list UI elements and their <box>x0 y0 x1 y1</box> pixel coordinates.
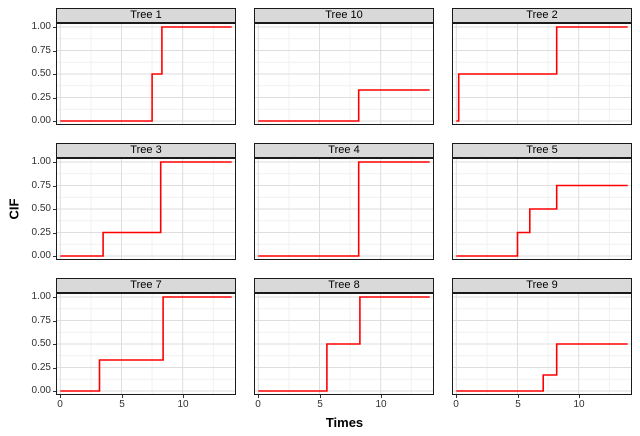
x-tick-mark <box>320 395 321 398</box>
y-tick-label: 1.00 <box>31 291 51 302</box>
facet-tree-3: Tree 3 <box>56 143 236 260</box>
facet-panel <box>254 293 434 395</box>
facet-panel <box>452 293 632 395</box>
facet-strip-label: Tree 7 <box>56 278 236 293</box>
step-line <box>258 89 430 122</box>
x-tick-mark <box>60 395 61 398</box>
panel-border <box>254 23 434 125</box>
x-tick-label: 5 <box>515 399 521 410</box>
panel-border <box>254 293 434 395</box>
facet-panel <box>56 293 236 395</box>
x-tick-label: 5 <box>317 399 323 410</box>
facet-tree-10: Tree 10 <box>254 8 434 125</box>
x-tick-mark <box>183 395 184 398</box>
step-line <box>456 26 628 122</box>
facet-strip-label: Tree 9 <box>452 278 632 293</box>
x-tick-mark <box>258 395 259 398</box>
step-line <box>60 296 232 392</box>
y-tick-mark <box>53 321 56 322</box>
step-line <box>258 296 430 392</box>
facet-strip-label: Tree 8 <box>254 278 434 293</box>
x-tick-label: 0 <box>57 399 63 410</box>
y-tick-label: 0.75 <box>31 180 51 191</box>
x-tick-mark <box>456 395 457 398</box>
y-tick-label: 0.75 <box>31 45 51 56</box>
facet-strip-label: Tree 1 <box>56 8 236 23</box>
facet-tree-4: Tree 4 <box>254 143 434 260</box>
y-tick-mark <box>53 27 56 28</box>
y-tick-mark <box>53 209 56 210</box>
y-tick-mark <box>53 162 56 163</box>
facet-panel <box>452 158 632 260</box>
step-line <box>456 184 628 257</box>
x-tick-label: 10 <box>573 399 585 410</box>
x-tick-label: 0 <box>255 399 261 410</box>
facet-panel <box>56 23 236 125</box>
panel-border <box>452 158 632 260</box>
facet-panel <box>56 158 236 260</box>
facet-strip-label: Tree 10 <box>254 8 434 23</box>
facet-tree-7: Tree 7 <box>56 278 236 395</box>
y-tick-label: 0.25 <box>31 362 51 373</box>
y-tick-mark <box>53 256 56 257</box>
y-tick-mark <box>53 74 56 75</box>
facet-strip-label: Tree 2 <box>452 8 632 23</box>
y-tick-label: 0.50 <box>31 338 51 349</box>
facet-strip-label: Tree 5 <box>452 143 632 158</box>
panel-border <box>56 158 236 260</box>
facet-tree-1: Tree 1 <box>56 8 236 125</box>
y-tick-mark <box>53 233 56 234</box>
y-tick-mark <box>53 121 56 122</box>
y-tick-label: 0.00 <box>31 385 51 396</box>
step-line <box>258 161 430 257</box>
facet-strip-label: Tree 3 <box>56 143 236 158</box>
x-tick-label: 0 <box>453 399 459 410</box>
facet-panel <box>452 23 632 125</box>
y-tick-mark <box>53 344 56 345</box>
facet-panel <box>254 23 434 125</box>
panel-border <box>452 293 632 395</box>
panel-border <box>452 23 632 125</box>
facet-tree-8: Tree 8 <box>254 278 434 395</box>
y-tick-label: 1.00 <box>31 156 51 167</box>
y-tick-mark <box>53 368 56 369</box>
y-tick-label: 0.25 <box>31 227 51 238</box>
x-tick-mark <box>518 395 519 398</box>
y-tick-mark <box>53 51 56 52</box>
x-tick-mark <box>381 395 382 398</box>
y-tick-label: 1.00 <box>31 21 51 32</box>
x-tick-mark <box>579 395 580 398</box>
facet-tree-2: Tree 2 <box>452 8 632 125</box>
step-line <box>60 26 232 122</box>
y-tick-label: 0.25 <box>31 92 51 103</box>
x-axis-title: Times <box>325 415 364 430</box>
x-tick-mark <box>122 395 123 398</box>
step-line <box>456 343 628 392</box>
facet-strip-label: Tree 4 <box>254 143 434 158</box>
y-tick-mark <box>53 297 56 298</box>
y-tick-label: 0.50 <box>31 68 51 79</box>
facet-panel <box>254 158 434 260</box>
x-tick-label: 10 <box>375 399 387 410</box>
step-line <box>60 161 232 257</box>
x-tick-label: 5 <box>119 399 125 410</box>
panel-border <box>254 158 434 260</box>
y-tick-mark <box>53 391 56 392</box>
facet-tree-5: Tree 5 <box>452 143 632 260</box>
y-tick-label: 0.00 <box>31 115 51 126</box>
panel-border <box>56 23 236 125</box>
y-tick-mark <box>53 98 56 99</box>
facet-tree-9: Tree 9 <box>452 278 632 395</box>
y-tick-label: 0.75 <box>31 315 51 326</box>
panel-border <box>56 293 236 395</box>
y-tick-label: 0.00 <box>31 250 51 261</box>
y-tick-mark <box>53 186 56 187</box>
x-tick-label: 10 <box>177 399 189 410</box>
y-tick-label: 0.50 <box>31 203 51 214</box>
